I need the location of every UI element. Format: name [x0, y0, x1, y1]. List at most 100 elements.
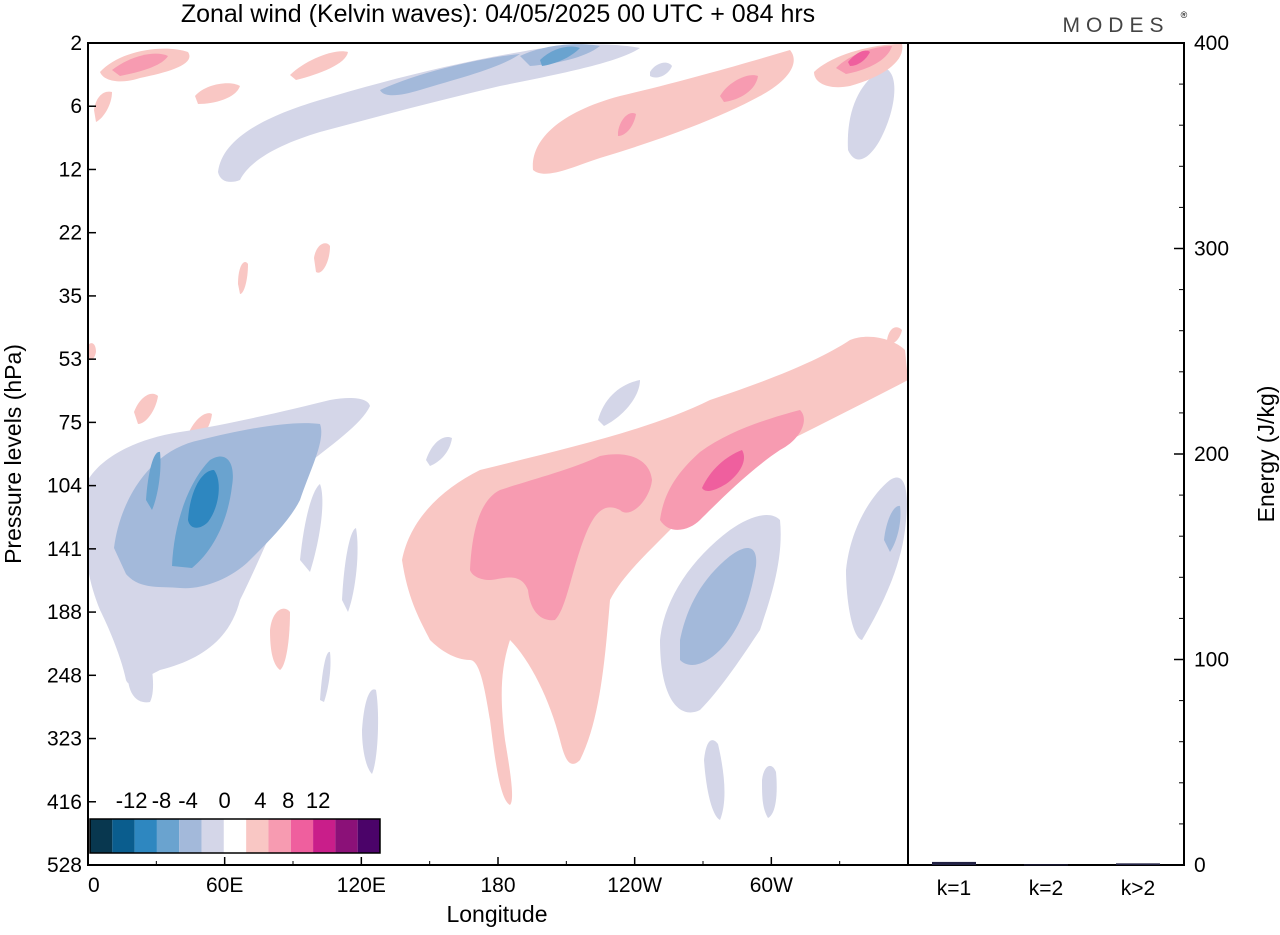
energy-bars: k=1 k=2 k>2 — [932, 861, 1160, 900]
contour-neg-small — [426, 436, 452, 466]
chart-title: Zonal wind (Kelvin waves): 04/05/2025 00… — [181, 0, 815, 28]
pressure-axis: 2 6 12 22 35 53 75 104 141 188 248 323 416 528 — [47, 32, 96, 877]
contour-neg-small — [704, 740, 725, 820]
energy-tick-label: 0 — [1194, 854, 1206, 877]
contour-neg-small — [300, 484, 323, 572]
contour-pos-2e — [532, 50, 794, 174]
contour-pos-small — [887, 327, 902, 345]
energy-category-label: k=1 — [937, 877, 971, 900]
contour-pos-small — [314, 243, 330, 273]
contour-neg-small — [342, 528, 358, 612]
energy-tick-label: 400 — [1194, 32, 1229, 55]
colorbar-swatch — [90, 819, 113, 853]
colorbar-swatch — [223, 819, 247, 853]
colorbar-swatch — [335, 819, 358, 853]
colorbar-label: 12 — [306, 788, 330, 813]
x-tick-label: 60W — [750, 874, 793, 897]
y-tick-label: 248 — [47, 664, 82, 687]
y-tick-label: 141 — [47, 538, 82, 561]
contour-pos-6-main — [702, 450, 745, 491]
x-axis-label: Longitude — [446, 901, 547, 927]
energy-tick-label: 200 — [1194, 443, 1229, 466]
contour-neg-4-east — [884, 505, 901, 552]
contour-neg-small — [362, 689, 379, 774]
contour-pos-2b — [94, 91, 112, 122]
y-tick-label: 323 — [47, 728, 82, 751]
contour-neg-2a — [218, 44, 640, 182]
energy-category-label: k=2 — [1029, 877, 1063, 900]
x-tick-label: 120E — [337, 874, 386, 897]
contour-pos-6a — [848, 50, 870, 66]
y-tick-label: 416 — [47, 791, 82, 814]
colorbar-swatch — [134, 819, 157, 853]
contour-pos-small — [238, 262, 248, 294]
colorbar-label: -4 — [178, 788, 198, 813]
colorbar-swatch — [112, 819, 135, 853]
colorbar-label: -12 — [116, 788, 148, 813]
energy-frame — [907, 42, 1185, 866]
contour-neg-6a — [540, 46, 580, 66]
colorbar: -12 -8 -4 0 4 8 12 — [89, 788, 381, 854]
colorbar-swatch — [246, 819, 269, 853]
contour-neg-small — [320, 651, 331, 702]
energy-bar — [932, 861, 976, 865]
contour-neg-2-east — [846, 477, 907, 640]
contour-pos-4b — [720, 75, 758, 102]
contour-neg-small — [598, 380, 640, 426]
energy-bar — [1116, 863, 1160, 865]
brand-mark: ® — [1181, 10, 1188, 20]
x-tick-label: 0 — [88, 874, 100, 897]
x-tick-label: 180 — [480, 874, 515, 897]
contour-pos-small — [88, 343, 96, 361]
energy-category-label: k>2 — [1121, 877, 1155, 900]
energy-tick-label: 300 — [1194, 238, 1229, 261]
y-tick-label: 12 — [59, 158, 82, 181]
contour-pos-4c — [618, 112, 636, 136]
colorbar-swatch — [179, 819, 202, 853]
colorbar-swatch — [268, 819, 291, 853]
y-tick-label: 104 — [47, 475, 82, 498]
contour-neg-2c — [847, 68, 895, 160]
y-tick-label: 6 — [70, 95, 82, 118]
contour-pos-2c — [195, 83, 240, 104]
wind-contours — [88, 44, 908, 820]
contour-pos-4-main — [470, 454, 652, 621]
y-tick-label: 35 — [59, 285, 82, 308]
contour-pos-2d — [290, 51, 348, 80]
contour-pos-small — [270, 608, 290, 670]
colorbar-swatch — [201, 819, 224, 853]
x-tick-label: 60E — [206, 874, 243, 897]
y-tick-label: 53 — [59, 348, 82, 371]
y-tick-label: 75 — [59, 411, 82, 434]
y-tick-label: 22 — [59, 222, 82, 245]
y-tick-label: 2 — [70, 32, 82, 55]
contour-pos-4d — [836, 46, 892, 74]
y-axis-label: Pressure levels (hPa) — [0, 344, 26, 564]
contour-neg-8-main — [188, 470, 219, 528]
contour-neg-8b — [146, 451, 161, 510]
contour-pos-small — [134, 393, 158, 424]
colorbar-swatch — [357, 819, 380, 853]
colorbar-swatch — [313, 819, 336, 853]
colorbar-swatch — [290, 819, 314, 853]
colorbar-label: 0 — [219, 788, 231, 813]
brand-logo: MODES — [1062, 14, 1169, 37]
colorbar-swatch — [156, 819, 180, 853]
longitude-axis: 0 60E 120E 180 120W 60W — [87, 857, 841, 897]
y-tick-label: 528 — [47, 854, 82, 877]
energy-bar — [1024, 864, 1068, 866]
contour-neg-4a — [380, 54, 520, 96]
contour-neg-2b — [650, 62, 672, 78]
energy-tick-label: 100 — [1194, 649, 1229, 672]
contour-neg-small — [128, 645, 154, 703]
colorbar-label: 4 — [254, 788, 266, 813]
contour-neg-small — [762, 765, 777, 818]
y-tick-label: 188 — [47, 601, 82, 624]
colorbar-label: 8 — [282, 788, 294, 813]
colorbar-label: -8 — [152, 788, 172, 813]
colorbar-frame — [89, 818, 381, 854]
contour-pos-4 — [112, 53, 168, 76]
contour-neg-4-west — [680, 547, 757, 665]
